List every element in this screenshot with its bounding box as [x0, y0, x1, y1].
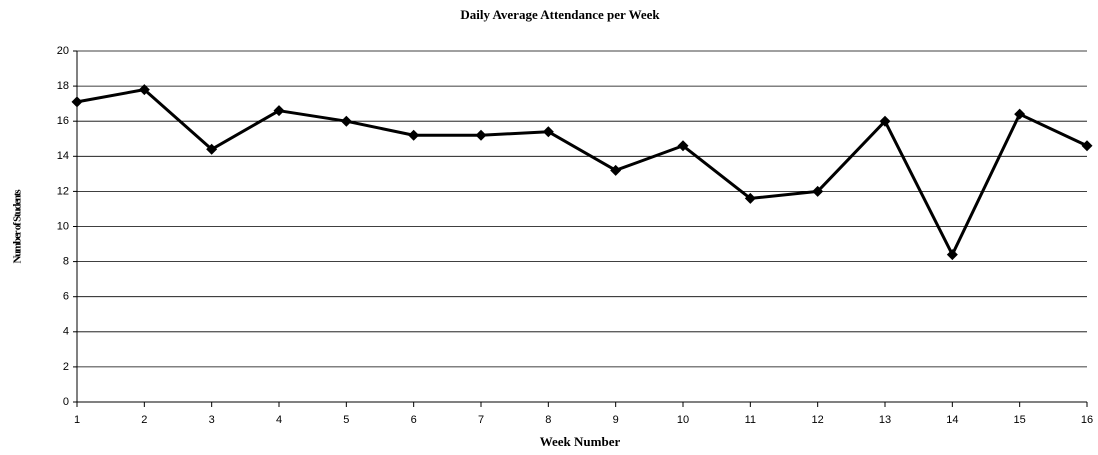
x-tick-label: 16 — [1081, 414, 1093, 426]
y-tick-label: 18 — [57, 80, 69, 92]
y-axis-label: Number of Students — [12, 189, 24, 264]
y-tick-label: 6 — [63, 291, 69, 303]
data-point — [1081, 140, 1093, 152]
y-tick-label: 16 — [57, 115, 69, 127]
x-tick-label: 6 — [411, 414, 417, 426]
x-tick-label: 9 — [613, 414, 619, 426]
data-point — [677, 140, 689, 152]
data-point — [812, 185, 824, 197]
data-point — [475, 129, 487, 141]
data-point — [610, 164, 622, 176]
data-point — [879, 115, 891, 127]
data-point — [744, 192, 756, 204]
x-tick-label: 13 — [879, 414, 891, 426]
x-axis-label: Week Number — [540, 434, 621, 449]
x-tick-label: 8 — [545, 414, 551, 426]
data-point — [138, 84, 150, 96]
x-tick-label: 4 — [276, 414, 282, 426]
data-point — [206, 143, 218, 155]
x-tick-label: 2 — [141, 414, 147, 426]
data-point — [408, 129, 420, 141]
y-tick-label: 12 — [57, 185, 69, 197]
y-tick-label: 10 — [57, 220, 69, 232]
x-tick-label: 7 — [478, 414, 484, 426]
x-tick-label: 14 — [946, 414, 958, 426]
y-tick-label: 0 — [63, 396, 69, 408]
data-point — [1014, 108, 1026, 120]
data-point — [542, 126, 554, 138]
y-tick-label: 14 — [57, 150, 69, 162]
x-tick-label: 12 — [812, 414, 824, 426]
y-tick-label: 8 — [63, 256, 69, 268]
x-tick-label: 11 — [745, 414, 756, 426]
x-tick-label: 3 — [209, 414, 215, 426]
x-tick-label: 15 — [1014, 414, 1026, 426]
y-tick-label: 20 — [57, 45, 69, 57]
x-tick-label: 1 — [74, 414, 80, 426]
data-point — [71, 96, 83, 108]
y-tick-label: 2 — [63, 361, 69, 373]
chart-title: Daily Average Attendance per Week — [460, 7, 660, 22]
y-tick-label: 4 — [63, 326, 69, 338]
data-point — [273, 105, 285, 117]
data-line — [76, 88, 1088, 257]
data-point — [340, 115, 352, 127]
x-tick-label: 5 — [343, 414, 349, 426]
x-tick-label: 10 — [677, 414, 689, 426]
data-point — [946, 249, 958, 261]
